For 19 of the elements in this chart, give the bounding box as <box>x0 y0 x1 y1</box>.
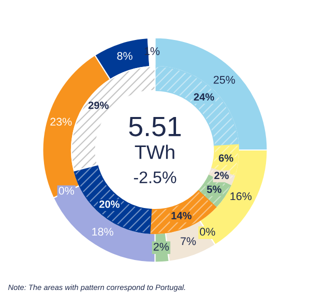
data-label: 20% <box>99 200 120 208</box>
data-label: 7% <box>180 237 196 246</box>
data-label: 16% <box>230 192 252 200</box>
text: 0% <box>58 186 74 195</box>
data-label: 8% <box>117 52 132 60</box>
text: -2.5% <box>134 171 176 184</box>
data-label: 25% <box>214 76 235 84</box>
data-label: 2% <box>214 172 229 180</box>
text: TWh <box>134 144 174 159</box>
data-label: 29% <box>88 102 109 109</box>
data-label: 23% <box>50 118 72 126</box>
data-label: 6% <box>218 154 234 162</box>
data-label: 5% <box>206 186 222 193</box>
data-label: 14% <box>172 212 192 220</box>
text: 5.51 <box>129 116 181 136</box>
data-label: 2% <box>154 242 169 251</box>
data-label: 24% <box>194 93 214 101</box>
data-label: 18% <box>92 228 114 236</box>
text: 0% <box>200 228 216 236</box>
